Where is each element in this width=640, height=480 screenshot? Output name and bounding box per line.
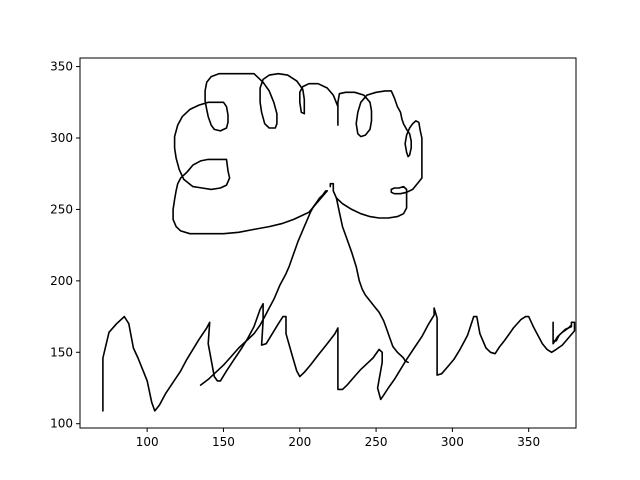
x-tick-label: 200 [288,435,311,449]
x-tick-label: 100 [136,435,159,449]
y-tick-label: 300 [50,131,73,145]
y-tick-label: 350 [50,60,73,74]
x-tick-label: 350 [517,435,540,449]
y-axis: 100 150 200 250 300 350 [50,60,80,431]
series-line-3 [172,72,423,235]
y-tick-label: 250 [50,202,73,216]
x-tick-label: 300 [441,435,464,449]
x-tick-label: 150 [212,435,235,449]
x-axis: 100 150 200 250 300 350 [136,428,540,449]
plot-lines [102,72,576,412]
y-tick-label: 150 [50,345,73,359]
series-line-4 [335,197,409,364]
series-line-2 [199,190,329,386]
y-tick-label: 100 [50,417,73,431]
series-line-1 [102,302,576,412]
axes-frame [79,57,577,429]
x-tick-label: 250 [365,435,388,449]
y-tick-label: 200 [50,274,73,288]
